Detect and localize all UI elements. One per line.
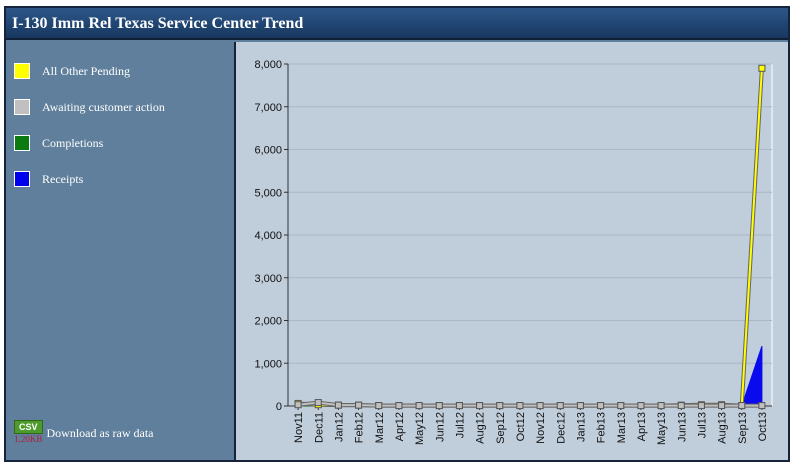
data-point-awaiting-customer-action: [395, 402, 403, 410]
x-tick-label: Feb12: [354, 412, 366, 443]
data-point-awaiting-customer-action: [355, 401, 363, 409]
legend-label: Awaiting customer action: [42, 99, 165, 114]
y-tick-label: 1,000: [254, 358, 282, 370]
page-title: I-130 Imm Rel Texas Service Center Trend: [6, 8, 788, 40]
y-tick-label: 7,000: [254, 102, 282, 114]
x-tick-label: Dec11: [313, 412, 325, 443]
panel-divider: [234, 42, 236, 460]
legend-item-awaiting-customer-action[interactable]: Awaiting customer action: [14, 98, 165, 116]
data-point-awaiting-customer-action: [435, 402, 443, 410]
legend-item-completions[interactable]: Completions: [14, 134, 103, 152]
data-point-awaiting-customer-action: [516, 402, 524, 410]
x-tick-label: Oct12: [515, 412, 527, 441]
x-tick-label: Jun12: [434, 412, 446, 442]
x-tick-label: Mar13: [616, 412, 628, 443]
y-tick-label: 5,000: [254, 187, 282, 199]
data-point-awaiting-customer-action: [294, 401, 302, 409]
data-point-awaiting-customer-action: [375, 402, 383, 410]
x-tick-label: Aug12: [475, 412, 487, 444]
csv-icon[interactable]: CSV 1.20KB: [14, 420, 43, 444]
y-tick-label: 0: [276, 401, 282, 413]
data-point-awaiting-customer-action: [576, 402, 584, 410]
csv-badge: CSV: [14, 420, 43, 434]
data-point-awaiting-customer-action: [415, 402, 423, 410]
data-point-awaiting-customer-action: [637, 402, 645, 410]
data-point-awaiting-customer-action: [314, 399, 322, 407]
x-tick-label: Mar12: [374, 412, 386, 443]
legend-swatch-green: [14, 135, 30, 151]
legend-label: Completions: [42, 135, 104, 150]
x-tick-label: Jul13: [696, 412, 708, 438]
x-tick-label: Jan13: [575, 412, 587, 442]
x-tick-label: Jan12: [333, 412, 345, 442]
chart-panel: 0 1,000 2,000 3,000 4,000 5,000 6,000 7,000 8,00…: [236, 42, 788, 460]
x-tick-label: Aug13: [717, 412, 729, 444]
data-point-awaiting-customer-action: [455, 402, 463, 410]
x-tick-label: Sep13: [737, 412, 749, 444]
data-point-awaiting-customer-action: [476, 402, 484, 410]
legend-panel: All Other Pending Awaiting customer acti…: [6, 42, 234, 460]
data-point-awaiting-customer-action: [718, 402, 726, 410]
x-tick-label: Oct13: [757, 412, 769, 441]
data-point-awaiting-customer-action: [657, 402, 665, 410]
chart-window: I-130 Imm Rel Texas Service Center Trend…: [4, 6, 790, 462]
data-point-awaiting-customer-action: [617, 402, 625, 410]
data-point-awaiting-customer-action: [556, 402, 564, 410]
data-point-awaiting-customer-action: [496, 402, 504, 410]
download-label[interactable]: Download as raw data: [46, 426, 154, 440]
x-tick-label: May13: [656, 412, 668, 445]
x-tick-label: Nov11: [293, 412, 305, 443]
legend-label: Receipts: [42, 171, 84, 186]
legend-swatch-blue: [14, 171, 30, 187]
trend-chart: 0 1,000 2,000 3,000 4,000 5,000 6,000 7,000 8,00…: [254, 59, 773, 445]
x-tick-label: Dec12: [555, 412, 567, 444]
x-tick-label: Jun13: [676, 412, 688, 442]
x-tick-label: Nov12: [535, 412, 547, 444]
y-tick-label: 4,000: [254, 230, 282, 242]
y-tick-label: 3,000: [254, 273, 282, 285]
data-point-awaiting-customer-action: [677, 402, 685, 410]
y-tick-label: 6,000: [254, 145, 282, 157]
x-tick-label: Apr13: [636, 412, 648, 441]
legend-swatch-gray: [14, 99, 30, 115]
data-point-awaiting-customer-action: [597, 402, 605, 410]
legend-label: All Other Pending: [42, 63, 130, 78]
x-tick-label: Apr12: [394, 412, 406, 441]
data-point-awaiting-customer-action: [758, 402, 766, 410]
csv-file-size: 1.20KB: [14, 434, 43, 444]
download-csv-link[interactable]: CSV 1.20KB Download as raw data: [14, 420, 153, 444]
data-point-awaiting-customer-action: [334, 401, 342, 409]
legend-item-receipts[interactable]: Receipts: [14, 170, 83, 188]
legend-swatch-yellow: [14, 63, 30, 79]
x-tick-label: Jul12: [454, 412, 466, 438]
x-tick-label: May12: [414, 412, 426, 445]
x-tick-label: Sep12: [495, 412, 507, 444]
y-tick-label: 2,000: [254, 316, 282, 328]
data-point-awaiting-customer-action: [697, 402, 705, 410]
data-point-awaiting-customer-action: [536, 402, 544, 410]
data-point-all-other-pending: [758, 64, 766, 72]
legend-item-all-other-pending[interactable]: All Other Pending: [14, 62, 130, 80]
x-tick-label: Feb13: [596, 412, 608, 443]
y-tick-label: 8,000: [254, 59, 282, 71]
data-point-awaiting-customer-action: [738, 402, 746, 410]
